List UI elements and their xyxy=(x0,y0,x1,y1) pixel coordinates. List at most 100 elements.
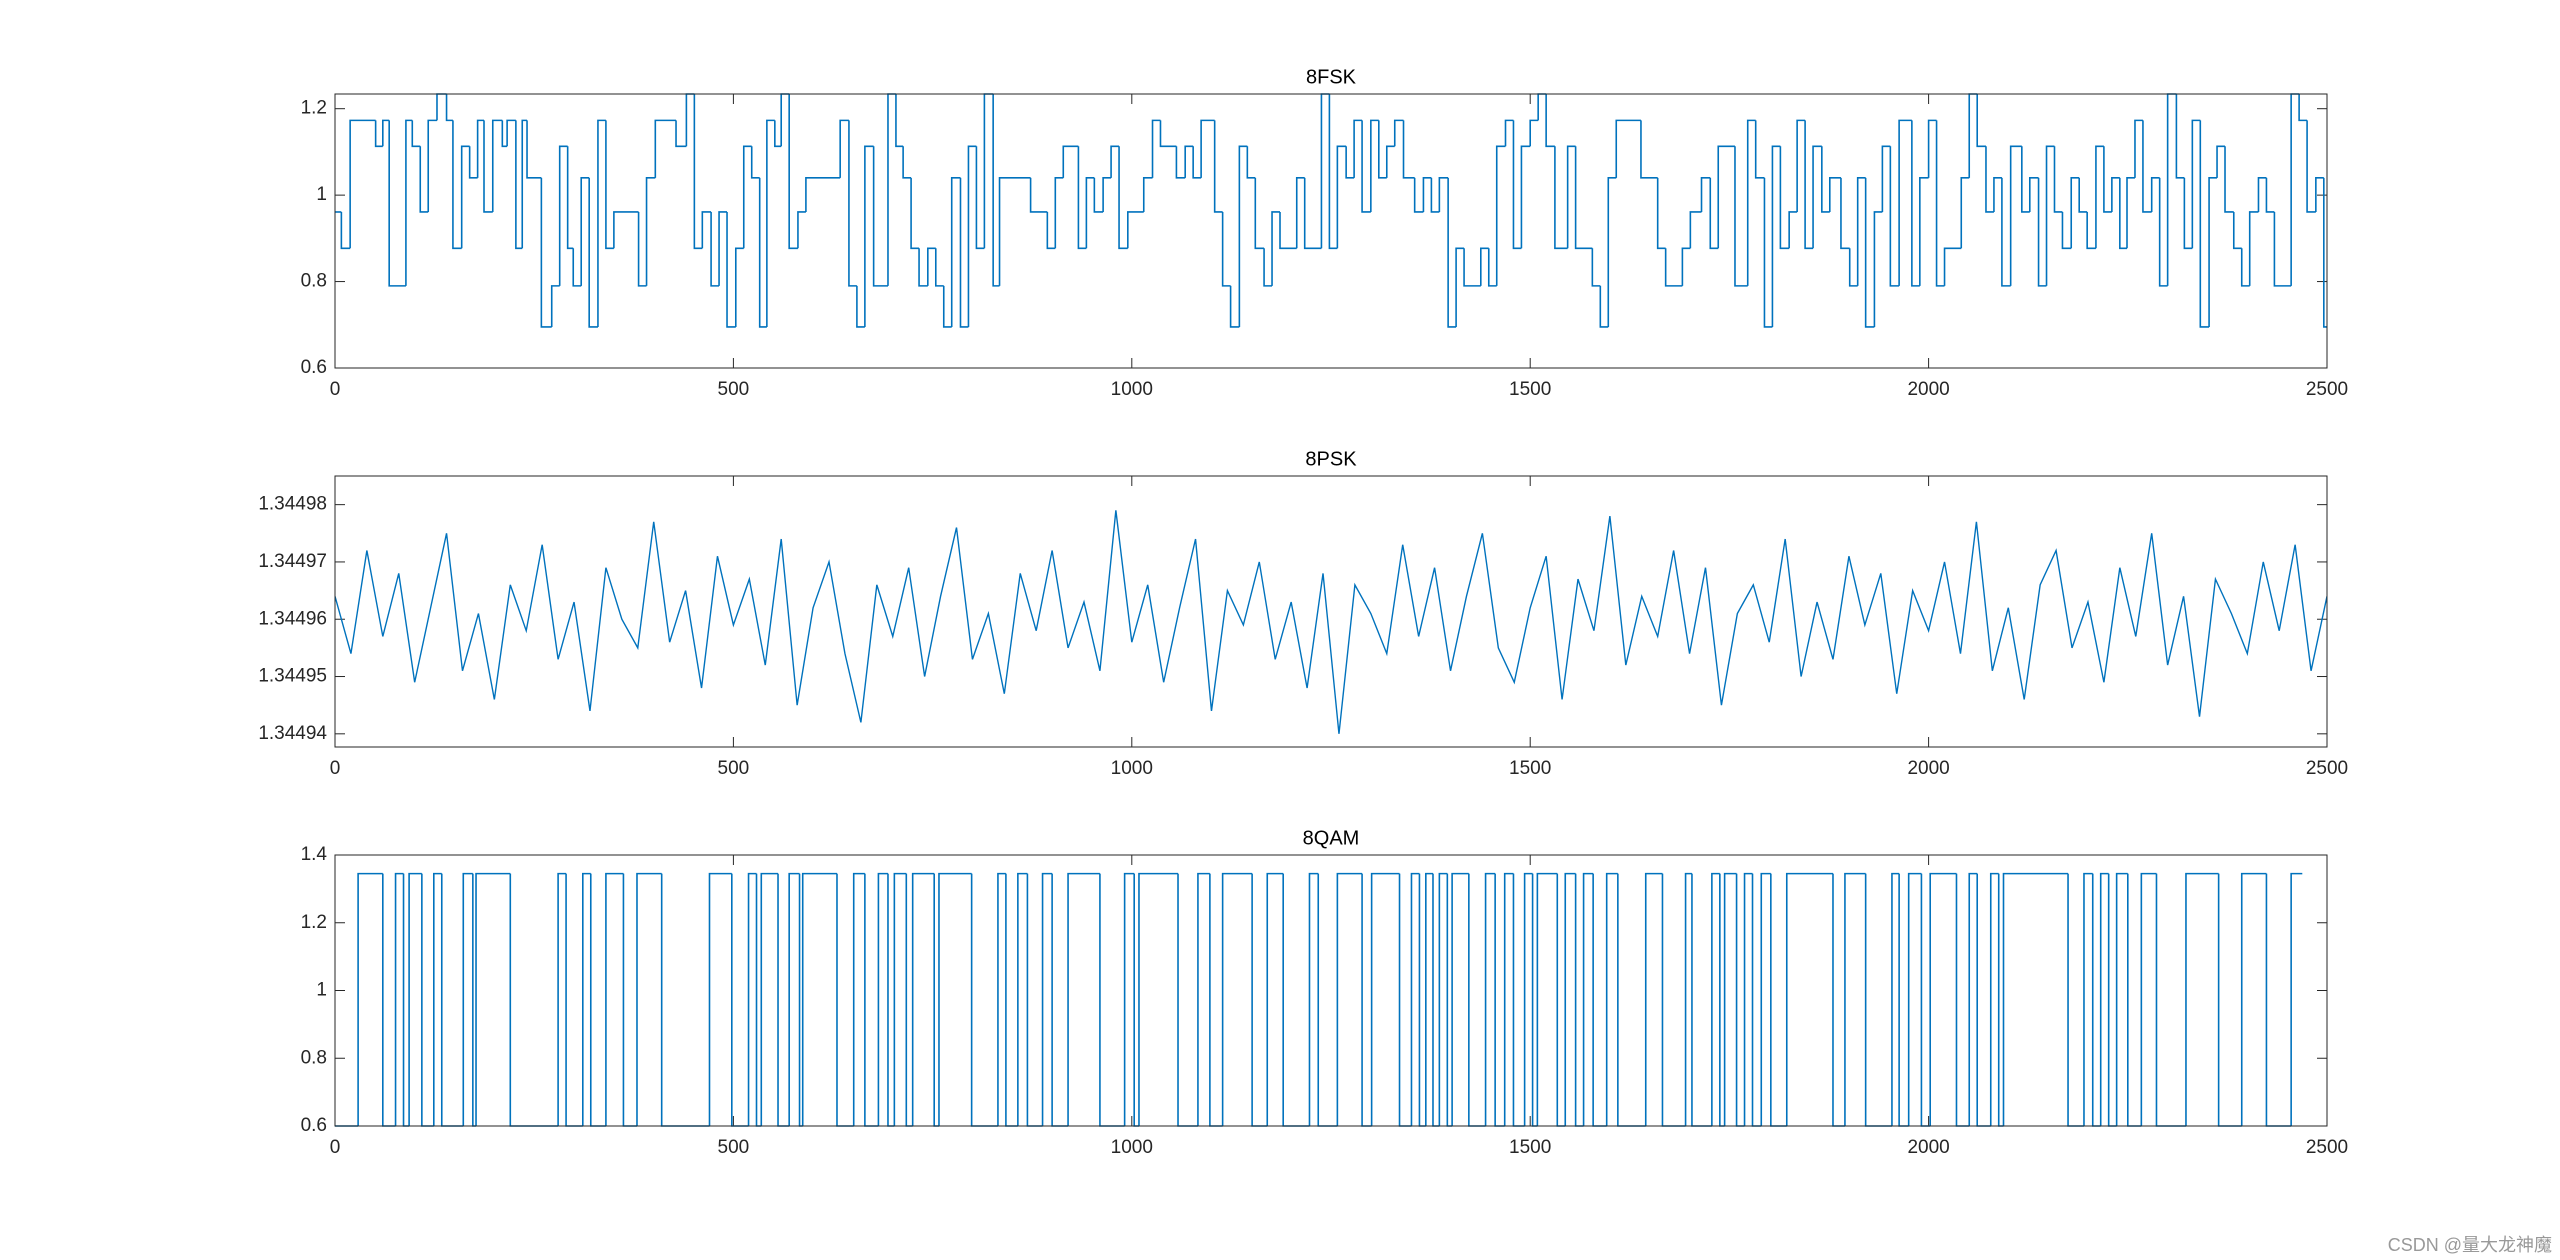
step-segment xyxy=(388,120,406,287)
step-segment xyxy=(1054,177,1064,249)
step-segment xyxy=(708,872,732,1126)
step-segment xyxy=(452,120,462,250)
step-segment xyxy=(1545,94,1555,148)
step-segment xyxy=(540,177,552,328)
step-segment xyxy=(1711,872,1720,1126)
step-segment xyxy=(1221,872,1253,1126)
step-segment xyxy=(1804,120,1814,250)
step-segment xyxy=(1361,120,1371,213)
step-segment xyxy=(1993,177,2002,212)
step-segment xyxy=(557,872,567,1126)
step-segment xyxy=(483,120,493,213)
step-segment xyxy=(959,177,969,328)
step-segment xyxy=(1529,119,1539,147)
x-tick-label: 2000 xyxy=(1907,758,1949,779)
x-tick-label: 1000 xyxy=(1111,1137,1153,1158)
step-segment xyxy=(1221,211,1231,287)
step-segment xyxy=(1891,872,1900,1126)
x-tick-label: 500 xyxy=(718,1137,750,1158)
step-segment xyxy=(357,872,383,1126)
step-segment xyxy=(1067,872,1100,1126)
x-tick-label: 2500 xyxy=(2306,1137,2348,1158)
step-segment xyxy=(942,285,952,328)
step-segment xyxy=(1812,145,1822,249)
y-tick-label: 0.6 xyxy=(301,357,327,378)
step-segment xyxy=(1856,177,1866,286)
step-segment xyxy=(1451,872,1469,1126)
step-segment xyxy=(2083,872,2093,1126)
y-tick-label: 1 xyxy=(316,980,327,1001)
step-segment xyxy=(1864,177,1875,328)
step-segment xyxy=(2119,177,2127,250)
step-segment xyxy=(1118,146,1128,250)
step-segment xyxy=(1077,146,1087,250)
step-segment xyxy=(1536,872,1558,1126)
step-segment xyxy=(2009,145,2022,286)
step-segment xyxy=(2240,872,2267,1126)
step-segment xyxy=(1763,177,1773,328)
x-tick-label: 0 xyxy=(330,758,341,779)
y-tick-label: 1.4 xyxy=(301,844,328,865)
step-segment xyxy=(1785,872,1833,1126)
step-segment xyxy=(747,872,757,1126)
step-segment xyxy=(1495,145,1506,286)
step-segment xyxy=(572,248,582,287)
step-segment xyxy=(2150,177,2160,212)
step-segment xyxy=(349,119,376,249)
step-segment xyxy=(2140,872,2157,1126)
step-segment xyxy=(2273,211,2292,287)
axes-box xyxy=(334,475,2328,748)
step-segment xyxy=(2142,120,2152,213)
step-segment xyxy=(2028,177,2039,212)
step-segment xyxy=(2103,146,2112,213)
step-segment xyxy=(588,177,598,328)
step-segment xyxy=(750,146,760,179)
step-segment xyxy=(2185,872,2219,1126)
step-segment xyxy=(550,285,560,327)
x-tick-label: 1500 xyxy=(1509,379,1551,400)
chart-title: 8PSK xyxy=(1305,448,1357,470)
step-segment xyxy=(1656,177,1666,250)
step-segment xyxy=(788,94,798,250)
y-tick-label: 0.8 xyxy=(301,271,327,292)
y-tick-label: 1.2 xyxy=(301,912,327,933)
step-segment xyxy=(340,211,351,250)
step-segment xyxy=(774,120,782,148)
step-segment xyxy=(2240,248,2250,287)
step-segment xyxy=(1402,120,1415,179)
step-segment xyxy=(2095,145,2104,249)
step-segment xyxy=(1029,177,1048,213)
step-segment xyxy=(1328,94,1338,250)
step-segment xyxy=(1684,872,1692,1126)
step-segment xyxy=(693,94,703,250)
x-tick-label: 500 xyxy=(718,379,750,400)
step-segment xyxy=(1523,872,1533,1126)
step-segment xyxy=(515,120,523,250)
step-segment xyxy=(1159,120,1177,148)
step-segment xyxy=(1046,211,1056,250)
step-segment xyxy=(1378,120,1387,179)
step-segment xyxy=(1960,177,1970,249)
y-tick-label: 1 xyxy=(316,184,327,205)
step-segment xyxy=(1127,211,1144,249)
y-tick-label: 1.34494 xyxy=(258,723,327,744)
step-segment xyxy=(2199,120,2210,328)
step-segment xyxy=(1102,177,1112,212)
y-tick-label: 1.34497 xyxy=(258,551,327,572)
step-segment xyxy=(460,145,470,249)
step-segment xyxy=(2208,177,2218,327)
step-segment xyxy=(1142,177,1153,212)
step-segment xyxy=(613,211,639,249)
x-tick-label: 0 xyxy=(330,1137,341,1158)
step-segment xyxy=(758,177,767,328)
step-segment xyxy=(1413,177,1424,213)
step-segment xyxy=(1512,120,1522,250)
step-segment xyxy=(501,120,508,148)
step-segment xyxy=(1743,872,1753,1126)
step-segment xyxy=(1640,120,1658,179)
step-segment xyxy=(1447,177,1457,328)
step-segment xyxy=(1041,872,1053,1126)
step-segment xyxy=(580,177,590,286)
step-segment xyxy=(433,872,442,1126)
